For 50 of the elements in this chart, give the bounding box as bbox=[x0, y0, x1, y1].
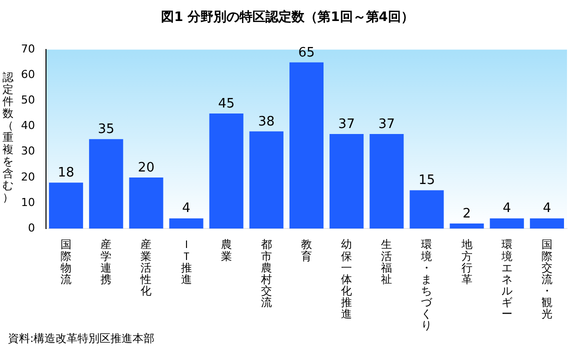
x-tick-label: 都市農村交流 bbox=[260, 238, 272, 309]
x-tick-label: 環境・まちづくり bbox=[420, 238, 434, 332]
data-label: 4 bbox=[502, 201, 512, 216]
x-tick-label: 農業 bbox=[220, 238, 232, 263]
bar bbox=[249, 131, 284, 229]
data-label: 2 bbox=[462, 206, 471, 222]
data-label: 4 bbox=[182, 201, 190, 216]
data-label: 4 bbox=[542, 201, 552, 216]
data-label: 15 bbox=[418, 173, 436, 188]
bar bbox=[370, 134, 404, 229]
x-tick-label: 国際交流・観光 bbox=[541, 238, 552, 321]
data-label: 37 bbox=[378, 116, 395, 132]
y-tick-label: 40 bbox=[20, 119, 35, 132]
chart-title: 図1 分野別の特区認定数（第1回～第4回） bbox=[160, 8, 415, 26]
x-tick-label: 地方行革 bbox=[460, 238, 472, 286]
bar bbox=[169, 218, 204, 229]
bar bbox=[410, 190, 444, 229]
y-tick-label: 50 bbox=[20, 94, 35, 107]
x-tick-label: 生活福祉 bbox=[381, 238, 392, 286]
data-label: 18 bbox=[58, 165, 74, 180]
data-label: 45 bbox=[218, 96, 235, 112]
y-tick-label: 10 bbox=[20, 196, 35, 209]
data-label: 38 bbox=[258, 114, 275, 130]
x-tick-label: 教育 bbox=[301, 238, 312, 263]
bar bbox=[530, 218, 564, 229]
y-tick-label: 30 bbox=[20, 144, 35, 158]
bar bbox=[209, 114, 244, 229]
bar bbox=[490, 218, 524, 229]
x-tick-label: ＩＴ推進 bbox=[180, 238, 192, 286]
y-tick-label: 70 bbox=[20, 42, 35, 56]
x-tick-label: 環境エネルギー bbox=[500, 238, 512, 321]
bar bbox=[129, 177, 164, 229]
x-tick-label: 幼保一体化推進 bbox=[341, 238, 352, 321]
data-label: 65 bbox=[298, 45, 315, 60]
text: 認定件数（重複を含む） bbox=[2, 71, 14, 204]
y-tick-label: 20 bbox=[20, 170, 35, 184]
data-label: 20 bbox=[138, 160, 154, 176]
bar bbox=[89, 139, 124, 229]
y-tick-label: 0 bbox=[28, 221, 35, 234]
bar bbox=[330, 134, 364, 229]
text: 資料:構造改革特別区推進本部 bbox=[8, 331, 155, 346]
x-tick-label: 産業活性化 bbox=[140, 238, 152, 298]
bar bbox=[49, 182, 84, 229]
bar bbox=[289, 62, 324, 229]
y-tick-label: 60 bbox=[20, 68, 35, 82]
bar bbox=[450, 223, 484, 229]
x-tick-label: 産学連携 bbox=[100, 238, 112, 286]
data-label: 37 bbox=[338, 116, 355, 132]
data-label: 35 bbox=[98, 122, 114, 137]
x-tick-label: 国際物流 bbox=[60, 238, 72, 286]
